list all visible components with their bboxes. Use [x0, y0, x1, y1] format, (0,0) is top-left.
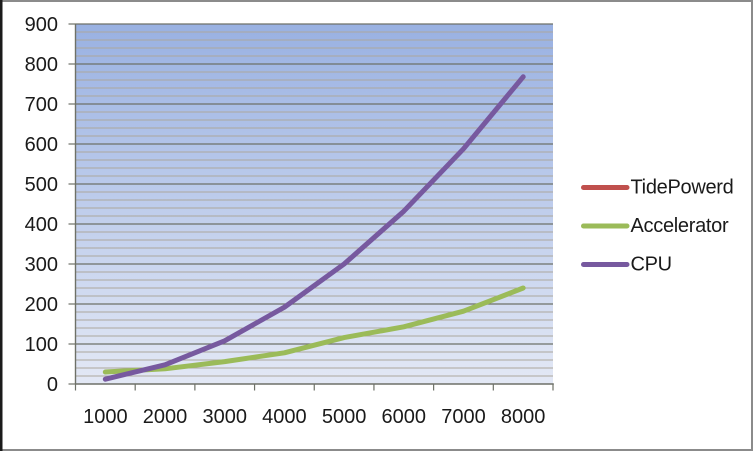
svg-text:600: 600 — [25, 134, 58, 156]
svg-text:200: 200 — [25, 294, 58, 316]
svg-text:1000: 1000 — [83, 406, 128, 428]
svg-text:300: 300 — [25, 254, 58, 276]
svg-text:CPU: CPU — [631, 254, 672, 276]
svg-text:4000: 4000 — [262, 406, 307, 428]
svg-text:700: 700 — [25, 94, 58, 116]
svg-text:3000: 3000 — [202, 406, 247, 428]
svg-text:500: 500 — [25, 174, 58, 196]
svg-text:8000: 8000 — [501, 406, 546, 428]
svg-text:900: 900 — [25, 14, 58, 36]
svg-text:5000: 5000 — [322, 406, 367, 428]
svg-text:7000: 7000 — [441, 406, 486, 428]
svg-text:6000: 6000 — [382, 406, 427, 428]
svg-text:100: 100 — [25, 334, 58, 356]
svg-text:800: 800 — [25, 54, 58, 76]
svg-text:Accelerator: Accelerator — [631, 215, 729, 237]
svg-text:0: 0 — [47, 374, 58, 396]
svg-text:TidePowerd: TidePowerd — [631, 177, 734, 199]
svg-text:400: 400 — [25, 214, 58, 236]
svg-text:2000: 2000 — [143, 406, 188, 428]
